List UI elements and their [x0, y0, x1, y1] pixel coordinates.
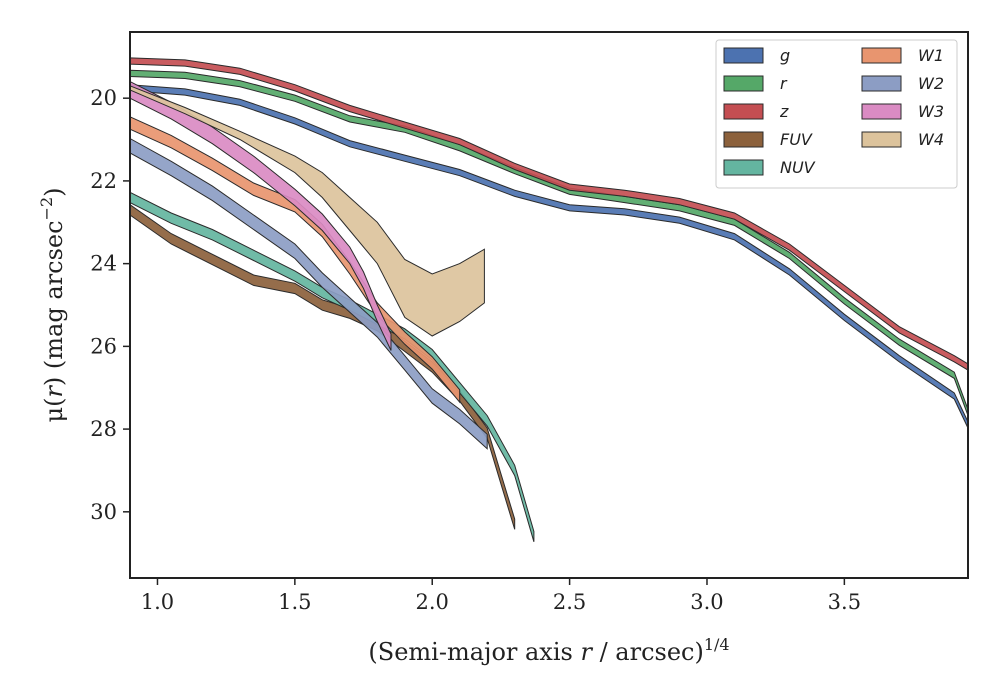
band-nuv — [129, 191, 535, 542]
y-tick-label: 20 — [90, 86, 117, 110]
plot-frame — [129, 31, 969, 579]
x-tick-label: 3.0 — [690, 590, 723, 614]
data-bands — [129, 57, 969, 542]
legend-label-fuv: FUV — [780, 130, 813, 149]
y-tick-label: 30 — [90, 500, 117, 524]
legend-label-g: g — [780, 46, 790, 65]
x-tick-label: 2.0 — [416, 590, 449, 614]
x-tick-label: 2.5 — [553, 590, 586, 614]
x-axis-label: (Semi-major axis r / arcsec)1/4 — [368, 635, 729, 666]
legend-label-nuv: NUV — [780, 158, 816, 177]
legend-swatch-fuv — [723, 131, 764, 148]
legend-swatch-z — [723, 103, 764, 120]
legend-label-z: z — [779, 102, 789, 121]
band-w3 — [129, 80, 392, 351]
y-tick-label: 24 — [90, 252, 117, 276]
legend-swatch-w2 — [861, 75, 902, 92]
x-axis: 1.0 1.5 2.0 2.5 3.0 3.5 — [141, 578, 861, 614]
legend-swatch-w1 — [861, 47, 902, 64]
legend-label-w1: W1 — [918, 46, 944, 65]
legend-label-w4: W4 — [918, 130, 944, 149]
legend-label-w3: W3 — [918, 102, 944, 121]
legend: grz FUV NUV W1 W2 W3 W4 — [715, 39, 958, 189]
legend-swatch-r — [723, 75, 764, 92]
y-tick-label: 26 — [90, 334, 117, 358]
y-tick-label: 28 — [90, 417, 117, 441]
legend-swatch-g — [723, 47, 764, 64]
x-tick-label: 1.5 — [278, 590, 311, 614]
y-axis-label: μ(r) (mag arcsec−2) — [37, 187, 68, 422]
x-tick-label: 1.0 — [141, 590, 174, 614]
legend-label-r: r — [780, 74, 788, 93]
x-tick-label: 3.5 — [828, 590, 861, 614]
y-tick-label: 22 — [90, 169, 117, 193]
legend-swatch-w4 — [861, 131, 902, 148]
legend-swatch-nuv — [723, 159, 764, 176]
y-axis: 20 22 24 26 28 30 — [90, 86, 130, 524]
band-fuv — [129, 203, 516, 530]
legend-swatch-w3 — [861, 103, 902, 120]
band-w2 — [129, 137, 488, 450]
band-w4 — [129, 85, 485, 337]
legend-label-w2: W2 — [918, 74, 944, 93]
